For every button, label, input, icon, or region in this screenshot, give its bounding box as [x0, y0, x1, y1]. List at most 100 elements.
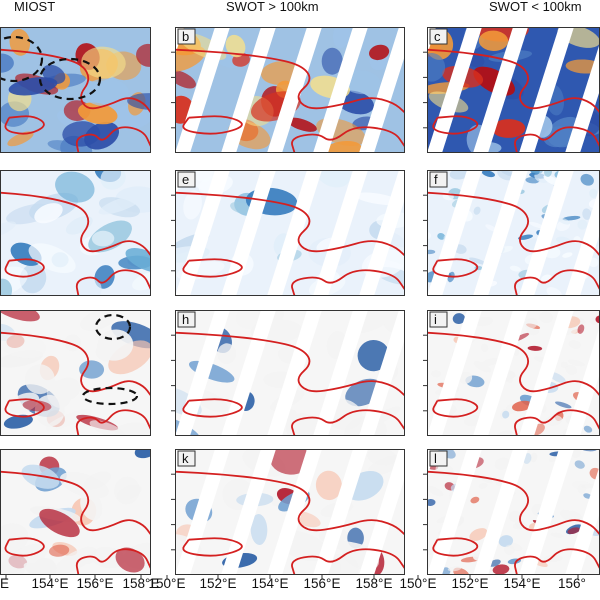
- field-blob: [560, 361, 568, 369]
- panel-r3-c1: k: [171, 449, 405, 575]
- field-blob: [48, 544, 70, 557]
- swath-gap: [313, 310, 368, 436]
- field-blob: [478, 30, 509, 52]
- panel-label: i: [434, 312, 437, 327]
- panel-r0-c0: [0, 27, 151, 153]
- field-blob: [9, 28, 31, 56]
- field-blob: [84, 121, 120, 150]
- panel-r1-c0: [0, 170, 151, 296]
- field-blob: [530, 452, 538, 463]
- field-blob: [183, 190, 202, 220]
- field-blob: [367, 454, 405, 476]
- swath-gap: [221, 170, 276, 296]
- red-contour-line: [175, 470, 405, 536]
- red-contour-hook: [291, 409, 405, 436]
- x-tick-label: 154°E: [252, 576, 289, 591]
- red-contour-line: [175, 331, 405, 397]
- field-blob: [577, 484, 586, 494]
- red-contour-line: [427, 331, 600, 397]
- field-blob: [589, 188, 598, 199]
- field-blob: [509, 265, 521, 272]
- panel-r1-c1: e: [171, 170, 405, 296]
- swath-gap: [175, 170, 230, 296]
- swath-gap: [313, 449, 368, 575]
- red-contour-hook: [514, 548, 600, 575]
- swath-gap: [473, 310, 528, 436]
- swath-gap: [565, 325, 600, 436]
- field-blob: [473, 360, 492, 373]
- red-contour-lobe: [4, 258, 45, 278]
- red-contour-line: [175, 191, 405, 257]
- field-blob: [571, 449, 581, 458]
- red-contour-lobe: [432, 258, 479, 278]
- field-blob: [498, 535, 514, 548]
- field-blob: [469, 528, 488, 541]
- field-blob: [34, 203, 63, 224]
- red-contour-lobe: [182, 258, 243, 278]
- panel-label: h: [182, 312, 189, 327]
- field-blob: [449, 170, 469, 180]
- swath-gap: [175, 449, 230, 575]
- swath-gap: [175, 27, 230, 153]
- x-tick-label: 150°E: [400, 576, 437, 591]
- swath-gap: [565, 185, 600, 296]
- red-contour-line: [427, 470, 600, 536]
- field-blob: [559, 509, 567, 517]
- field-blob: [79, 360, 105, 379]
- field-blob: [567, 527, 581, 535]
- column-title-miost: MIOST: [14, 0, 55, 14]
- panel-frame: [0, 27, 151, 153]
- panel-frame: [0, 310, 151, 436]
- field-blob: [427, 498, 436, 507]
- field-blob: [217, 343, 237, 365]
- field-blob: [524, 317, 538, 329]
- field-blob: [0, 331, 47, 359]
- panel-grid: b c e f h i k l: [0, 27, 600, 575]
- swath-gap: [221, 27, 276, 153]
- field-blob: [478, 482, 488, 489]
- panel-r2-c1: h: [171, 310, 405, 436]
- field-blob: [89, 420, 127, 436]
- red-contour-hook: [75, 269, 151, 296]
- dashed-eddy-outline: [81, 386, 139, 406]
- field-blob: [91, 230, 115, 247]
- field-blob: [550, 532, 564, 538]
- field-blob: [132, 272, 151, 291]
- field-blob: [595, 315, 600, 324]
- field-blob: [82, 78, 129, 107]
- column-title-swot-large: SWOT > 100km: [226, 0, 319, 14]
- field-blob: [111, 321, 151, 349]
- field-blob: [494, 457, 510, 470]
- red-contour-line: [427, 48, 600, 114]
- field-blob: [55, 171, 95, 203]
- field-blob: [315, 470, 342, 501]
- field-blob: [125, 248, 151, 273]
- panel-label: k: [182, 451, 189, 466]
- field-blob: [544, 415, 563, 426]
- swath-gap: [519, 27, 574, 153]
- field-blob: [555, 401, 572, 409]
- x-tick-label: 154°E: [504, 576, 541, 591]
- panel-r2-c0: [0, 310, 151, 436]
- red-contour-lobe: [182, 537, 243, 557]
- swath-gap: [519, 449, 574, 575]
- column-title-swot-small: SWOT < 100km: [489, 0, 582, 14]
- red-contour-lobe: [4, 398, 45, 418]
- red-contour-hook: [514, 409, 600, 436]
- x-tick-label: 150°E: [149, 576, 186, 591]
- field-blob: [569, 510, 582, 520]
- field-blob: [193, 170, 213, 182]
- panel-label: e: [182, 172, 189, 187]
- field-blob: [83, 471, 111, 490]
- field-blob: [497, 170, 515, 181]
- panel-frame: [175, 449, 405, 575]
- swath-gap: [427, 310, 482, 436]
- red-contour-line: [0, 48, 151, 114]
- dashed-eddy-outline: [0, 35, 44, 83]
- panel-r1-c2: f: [423, 170, 600, 296]
- swath-gap: [313, 27, 368, 153]
- panel-label: c: [434, 29, 441, 44]
- panel-label-box: [429, 450, 448, 467]
- field-blob: [24, 364, 55, 395]
- red-contour-lobe: [432, 115, 479, 135]
